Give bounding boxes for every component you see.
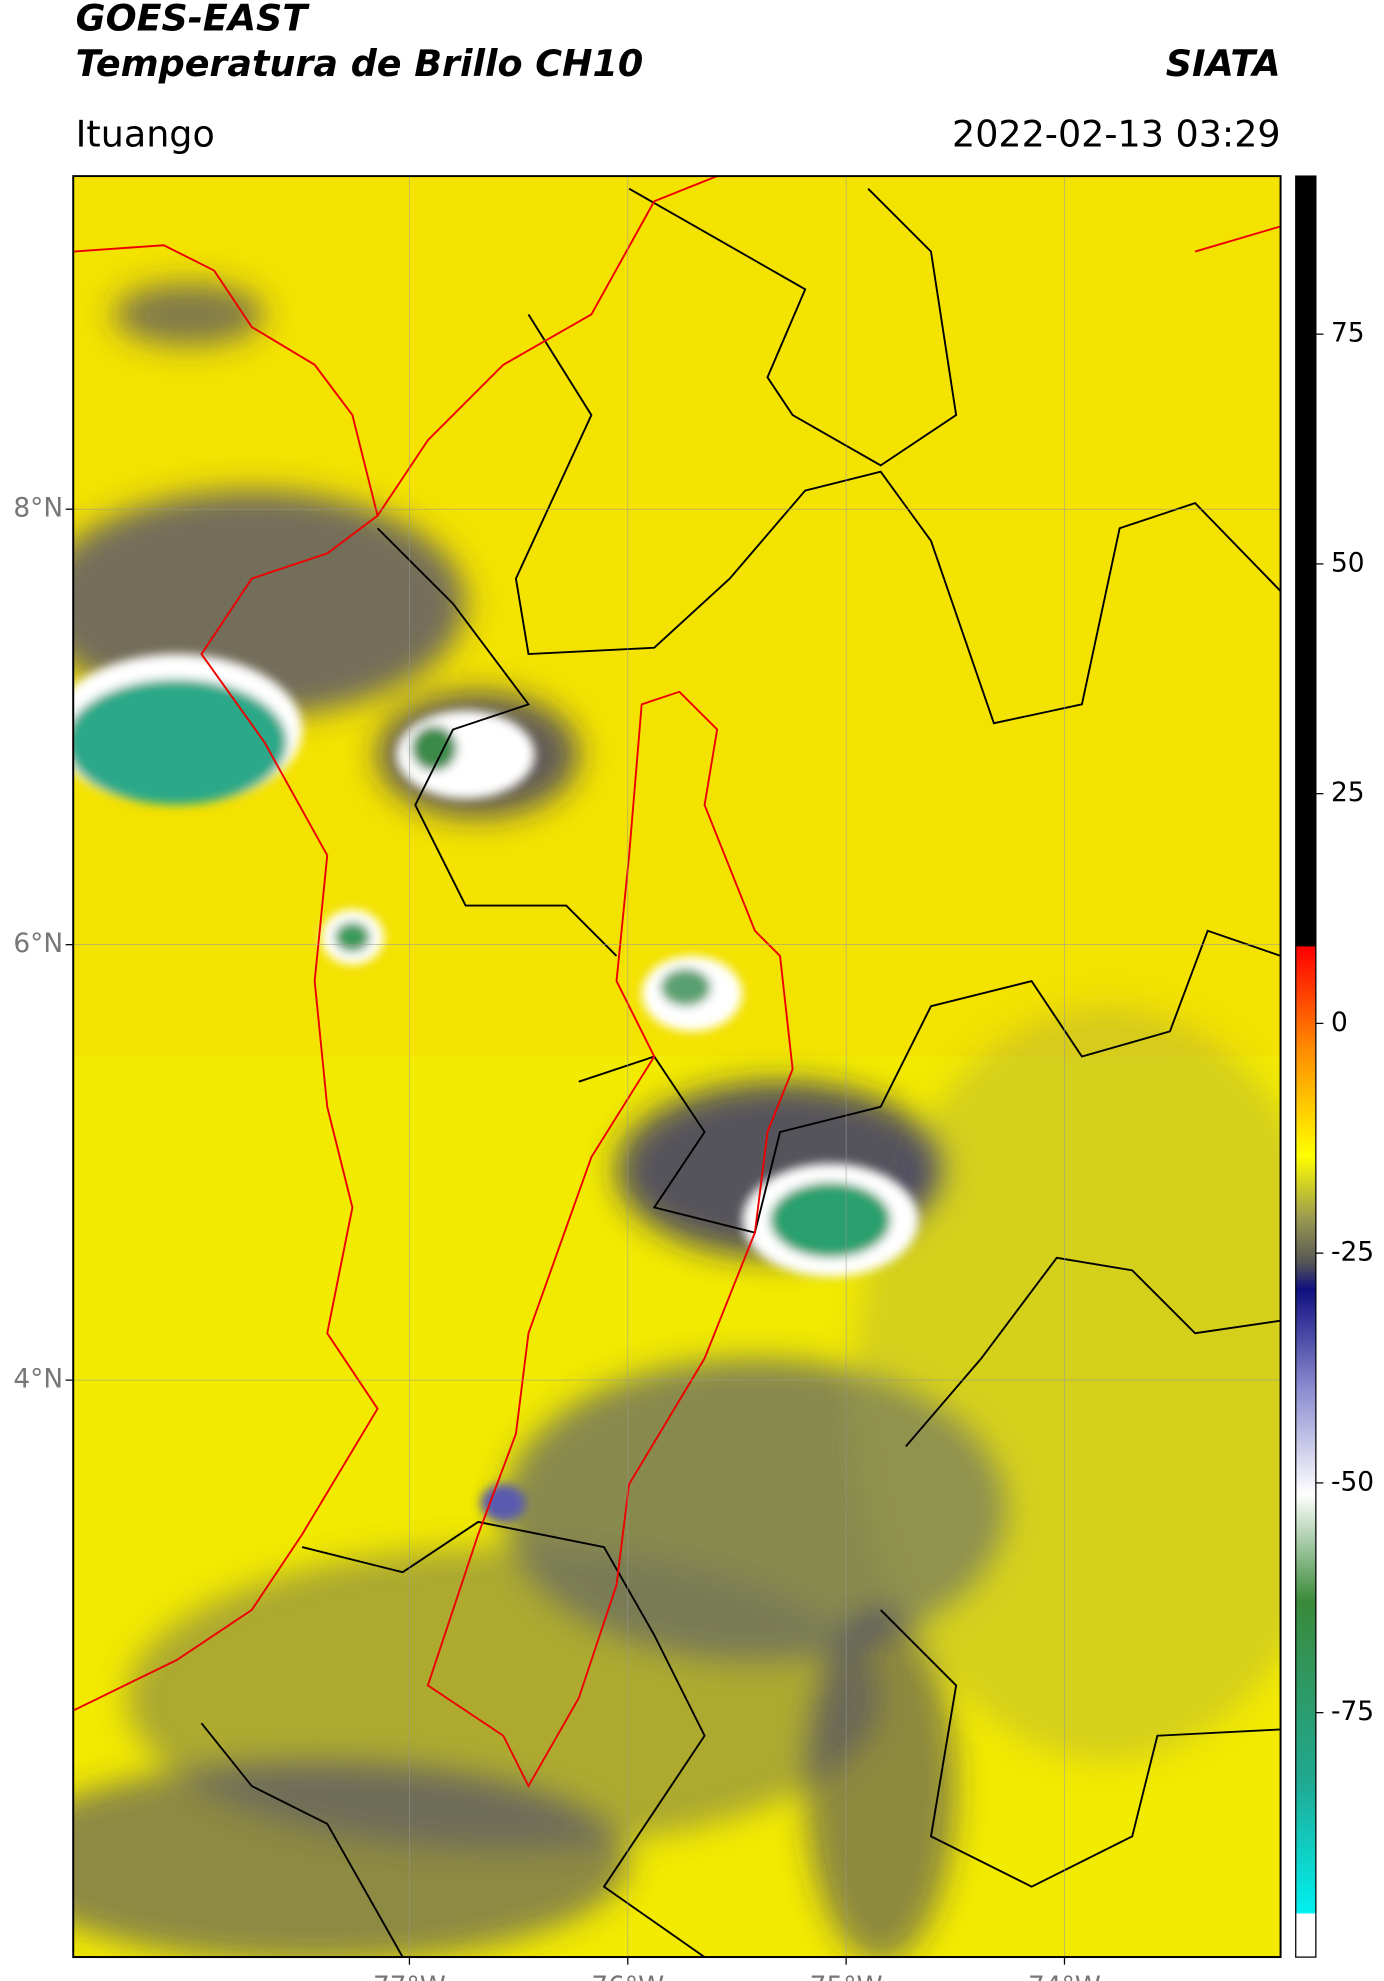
lat-tick-label: 4°N bbox=[13, 1364, 63, 1395]
lon-tick-label: 75°W bbox=[810, 1971, 883, 1981]
colorbar-tick-label: 75 bbox=[1331, 318, 1365, 349]
region: Ituango bbox=[76, 112, 215, 155]
lon-tick-label: 77°W bbox=[373, 1971, 446, 1981]
subtitle: Temperatura de Brillo CH10 bbox=[76, 42, 644, 85]
colorbar bbox=[1295, 175, 1317, 1958]
colorbar-tick-label: -25 bbox=[1331, 1237, 1374, 1268]
title: GOES-EAST bbox=[76, 0, 311, 40]
timestamp: 2022-02-13 03:29 bbox=[952, 112, 1281, 155]
colorbar-ticks: 75 50 25 0 -25 -50 -75 bbox=[1315, 318, 1374, 1727]
colorbar-tick-label: 25 bbox=[1331, 777, 1365, 808]
borders bbox=[200, 187, 1281, 1958]
lon-tick-label: 74°W bbox=[1028, 1971, 1101, 1981]
coastline bbox=[73, 176, 1281, 1789]
colorbar-tick-label: 0 bbox=[1331, 1007, 1348, 1038]
colorbar-tick-label: -50 bbox=[1331, 1466, 1374, 1497]
map-image bbox=[73, 176, 1281, 1958]
graticule bbox=[73, 176, 1281, 1958]
lat-tick-label: 6°N bbox=[13, 928, 63, 959]
colorbar-tick-label: 50 bbox=[1331, 547, 1365, 578]
map-ticks: 8°N 6°N 4°N 77°W 76°W 75°W 74°W bbox=[13, 493, 1101, 1981]
lat-tick-label: 8°N bbox=[13, 493, 63, 524]
lon-tick-label: 76°W bbox=[591, 1971, 664, 1981]
credit: SIATA bbox=[1166, 42, 1281, 85]
map-border bbox=[72, 175, 1282, 1959]
colorbar-tick-label: -75 bbox=[1331, 1696, 1374, 1727]
